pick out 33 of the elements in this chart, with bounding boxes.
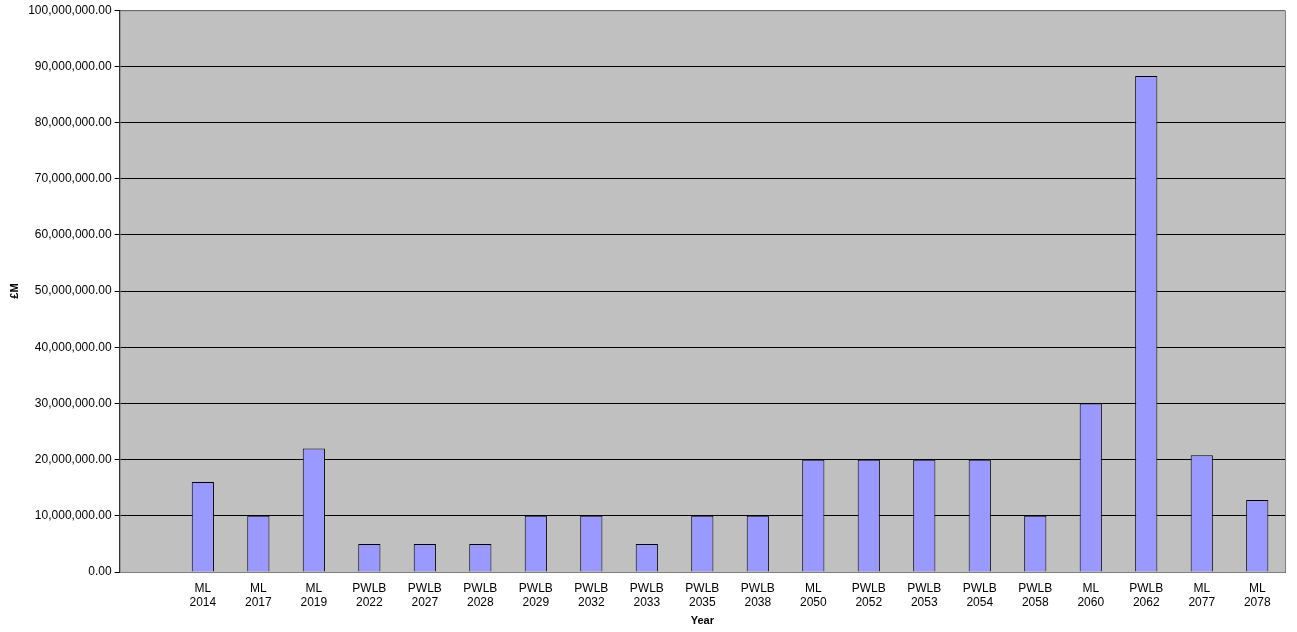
y-tick-label: 0.00 — [88, 564, 112, 579]
x-tick-label: PWLB 2032 — [574, 580, 609, 609]
x-tick-label: ML 2014 — [189, 580, 217, 609]
x-tick-label: PWLB 2062 — [1129, 580, 1164, 609]
x-tick-label: PWLB 2035 — [685, 580, 720, 609]
x-tick-label: ML 2060 — [1077, 580, 1105, 609]
x-tick-label: ML 2077 — [1188, 580, 1216, 609]
y-tick-label: 70,000,000.00 — [34, 171, 112, 186]
y-tick-label: 30,000,000.00 — [34, 395, 112, 410]
y-axis-title: £M — [7, 283, 20, 299]
x-tick-label: PWLB 2058 — [1018, 580, 1053, 609]
y-tick-label: 50,000,000.00 — [34, 283, 112, 298]
x-tick-label: PWLB 2054 — [962, 580, 997, 609]
x-tick-label: PWLB 2038 — [740, 580, 775, 609]
x-tick-label: ML 2050 — [799, 580, 827, 609]
y-tick-label: 20,000,000.00 — [34, 451, 112, 466]
y-tick-label: 10,000,000.00 — [34, 508, 112, 523]
x-tick-label: PWLB 2033 — [629, 580, 664, 609]
x-tick-label: ML 2078 — [1243, 580, 1271, 609]
x-tick-label: PWLB 2029 — [518, 580, 553, 609]
y-tick-label: 60,000,000.00 — [34, 227, 112, 242]
x-tick-label: PWLB 2027 — [407, 580, 442, 609]
x-tick-label: PWLB 2053 — [907, 580, 942, 609]
y-tick-label: 100,000,000.00 — [28, 2, 112, 17]
x-tick-label: PWLB 2028 — [463, 580, 498, 609]
y-tick-label: 40,000,000.00 — [34, 339, 112, 354]
x-tick-label: ML 2017 — [245, 580, 273, 609]
x-tick-label: PWLB 2022 — [352, 580, 387, 609]
y-tick-label: 80,000,000.00 — [34, 114, 112, 129]
x-tick-label: PWLB 2052 — [851, 580, 886, 609]
y-tick-label: 90,000,000.00 — [34, 58, 112, 73]
x-axis-title: Year — [690, 614, 715, 627]
x-tick-label: ML 2019 — [300, 580, 328, 609]
